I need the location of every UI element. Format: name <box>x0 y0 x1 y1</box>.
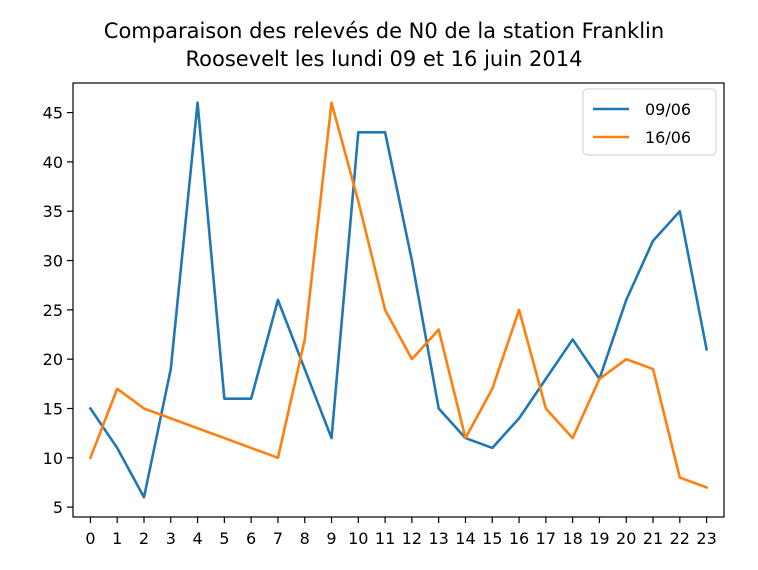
legend-label-0: 09/06 <box>645 100 691 119</box>
x-tick-label-13: 13 <box>429 529 449 548</box>
y-tick-label-8: 45 <box>43 104 63 123</box>
x-tick-label-9: 9 <box>326 529 336 548</box>
x-tick-label-17: 17 <box>536 529 556 548</box>
x-tick-label-1: 1 <box>112 529 122 548</box>
y-tick-label-7: 40 <box>43 153 63 172</box>
x-tick-label-7: 7 <box>273 529 283 548</box>
x-tick-label-0: 0 <box>85 529 95 548</box>
x-tick-label-3: 3 <box>166 529 176 548</box>
chart-title-line-1: Comparaison des relevés de N0 de la stat… <box>104 19 664 43</box>
x-tick-label-23: 23 <box>696 529 716 548</box>
x-tick-label-10: 10 <box>348 529 368 548</box>
y-tick-label-3: 20 <box>43 350 63 369</box>
legend-label-1: 16/06 <box>645 128 691 147</box>
x-tick-label-5: 5 <box>219 529 229 548</box>
y-tick-label-4: 25 <box>43 301 63 320</box>
y-tick-label-2: 15 <box>43 400 63 419</box>
y-tick-label-1: 10 <box>43 449 63 468</box>
x-tick-label-15: 15 <box>482 529 502 548</box>
x-tick-label-21: 21 <box>643 529 663 548</box>
x-tick-label-12: 12 <box>402 529 422 548</box>
x-tick-label-8: 8 <box>300 529 310 548</box>
x-tick-label-2: 2 <box>139 529 149 548</box>
y-tick-label-5: 30 <box>43 252 63 271</box>
y-tick-label-6: 35 <box>43 202 63 221</box>
x-tick-label-16: 16 <box>509 529 529 548</box>
x-tick-label-20: 20 <box>616 529 636 548</box>
x-tick-label-4: 4 <box>192 529 202 548</box>
x-tick-label-11: 11 <box>375 529 395 548</box>
chart-title-line-2: Roosevelt les lundi 09 et 16 juin 2014 <box>186 47 583 71</box>
legend: 09/06 16/06 <box>583 89 716 155</box>
x-tick-label-18: 18 <box>562 529 582 548</box>
x-tick-label-6: 6 <box>246 529 256 548</box>
x-tick-label-19: 19 <box>589 529 609 548</box>
x-tick-label-14: 14 <box>455 529 475 548</box>
x-tick-label-22: 22 <box>670 529 690 548</box>
y-tick-label-0: 5 <box>53 498 63 517</box>
